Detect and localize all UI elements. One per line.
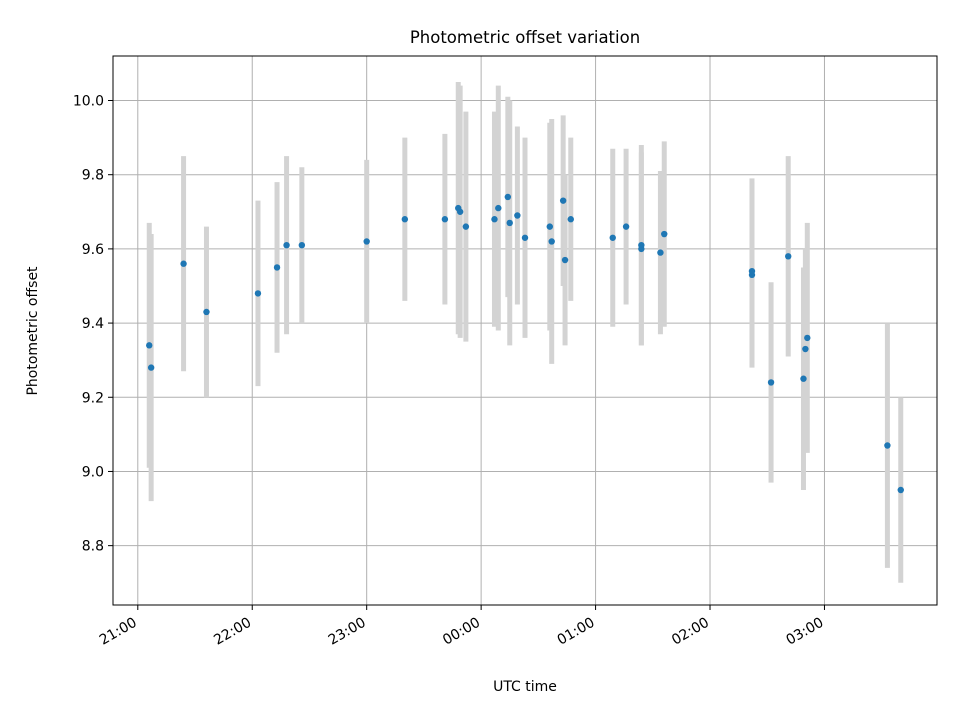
data-point: [401, 216, 409, 223]
x-tick-label: 21:00: [97, 615, 140, 649]
data-point: [203, 308, 210, 316]
data-point: [363, 238, 370, 245]
data-point: [273, 264, 281, 271]
data-point: [521, 234, 529, 241]
x-tick-label: 23:00: [326, 615, 369, 649]
data-point: [622, 223, 630, 230]
data-point: [495, 204, 502, 212]
data-point: [802, 345, 809, 353]
data-point: [298, 241, 306, 249]
y-axis-ticks: 8.8 9.0 9.2 9.4 9.6 9.8 10.0: [73, 94, 113, 555]
y-tick-label: 10.0: [73, 94, 104, 110]
x-tick-label: 00:00: [440, 615, 483, 649]
y-tick-label: 8.8: [82, 539, 104, 555]
data-point: [609, 234, 616, 241]
x-tick-label: 02:00: [669, 615, 712, 649]
error-bars: [146, 81, 904, 583]
y-tick-label: 9.2: [82, 390, 104, 406]
data-point: [441, 216, 449, 223]
data-point: [491, 216, 498, 223]
x-tick-label: 22:00: [211, 615, 254, 649]
data-point: [559, 197, 567, 204]
data-point: [884, 442, 891, 449]
y-tick-label: 9.8: [82, 168, 104, 184]
data-point: [504, 193, 512, 201]
data-point: [147, 364, 155, 371]
data-point: [767, 379, 775, 386]
data-point: [548, 238, 555, 245]
data-point: [800, 375, 807, 382]
chart-title: Photometric offset variation: [410, 28, 640, 47]
data-point: [462, 223, 470, 230]
y-tick-label: 9.6: [82, 242, 104, 258]
data-point: [514, 212, 521, 219]
y-tick-label: 9.4: [82, 316, 104, 332]
data-point: [638, 245, 645, 253]
data-point: [804, 334, 811, 342]
data-points: [146, 193, 904, 494]
data-point: [785, 253, 792, 260]
y-tick-label: 9.0: [82, 464, 104, 480]
data-point: [657, 249, 664, 256]
data-point: [661, 230, 668, 238]
x-axis-ticks: 21:00 22:00 23:00 00:00 01:00 02:00 03:00: [97, 605, 827, 649]
data-point: [146, 342, 153, 349]
x-axis-label: UTC time: [493, 679, 557, 695]
x-tick-label: 03:00: [784, 615, 827, 649]
data-point: [254, 290, 262, 297]
data-point: [180, 260, 187, 267]
data-point: [897, 486, 904, 494]
data-point: [283, 241, 290, 249]
data-point: [748, 267, 756, 275]
y-axis-label: Photometric offset: [25, 266, 41, 396]
x-tick-label: 01:00: [555, 615, 598, 649]
data-point: [456, 208, 464, 215]
data-point: [567, 216, 574, 223]
plot-frame: [112, 55, 938, 606]
data-point: [506, 219, 513, 227]
data-point: [561, 256, 569, 264]
data-point: [546, 223, 553, 230]
